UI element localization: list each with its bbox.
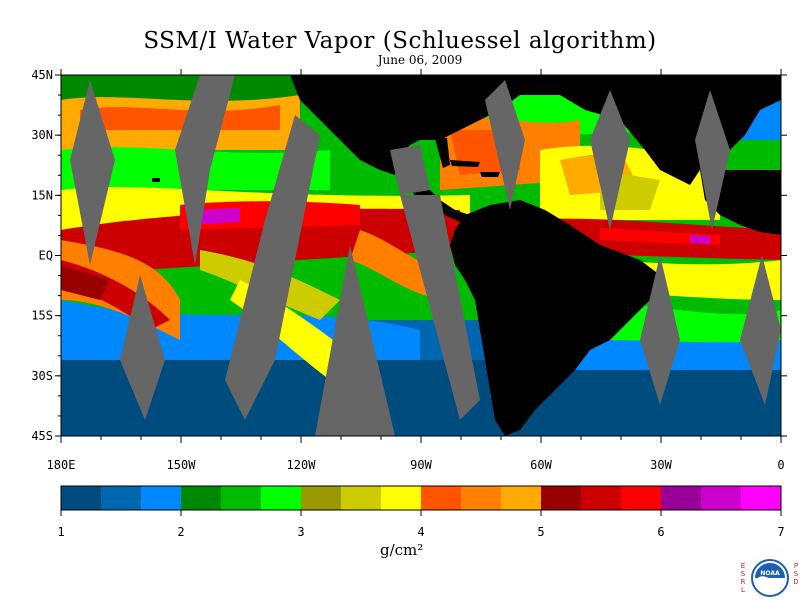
- esrl-letter: E: [740, 562, 746, 570]
- colorbar-label: 7: [777, 525, 784, 539]
- water-vapor-field: [61, 75, 781, 436]
- lat-label: 15S: [31, 309, 53, 323]
- colorbar-units: g/cm²: [380, 541, 424, 559]
- colorbar-swatch: [381, 486, 422, 510]
- map-date: June 06, 2009: [377, 53, 463, 67]
- lon-label: 60W: [530, 458, 552, 472]
- lon-label: 180E: [47, 458, 76, 472]
- lat-label: EQ: [39, 249, 53, 263]
- lat-label: 30N: [31, 128, 53, 142]
- colorbar-swatch: [621, 486, 662, 510]
- colorbar-swatch: [181, 486, 222, 510]
- colorbar-label: 1: [57, 525, 64, 539]
- esrl-letter: S: [740, 570, 746, 578]
- noaa-logo-icon: NOAA: [751, 559, 789, 597]
- colorbar-label: 3: [297, 525, 304, 539]
- colorbar-swatch: [741, 486, 782, 510]
- esrl-letter: L: [741, 586, 745, 594]
- colorbar-swatch: [581, 486, 622, 510]
- colorbar-swatch: [501, 486, 542, 510]
- colorbar: [60, 485, 782, 511]
- colorbar-swatch: [701, 486, 742, 510]
- colorbar-label: 2: [177, 525, 184, 539]
- lat-label: 15N: [31, 188, 53, 202]
- psd-letter: S: [793, 570, 799, 578]
- colorbar-swatch: [61, 486, 102, 510]
- missing-data-swaths: [70, 75, 781, 436]
- colorbar-swatch: [541, 486, 582, 510]
- colorbar-label: 5: [537, 525, 544, 539]
- colorbar-swatch: [301, 486, 342, 510]
- lon-label: 150W: [167, 458, 197, 472]
- noaa-emblem-text: NOAA: [760, 570, 780, 577]
- lon-label: 120W: [287, 458, 317, 472]
- lat-label: 30S: [31, 369, 53, 383]
- colorbar-swatch: [341, 486, 382, 510]
- lon-label: 0: [777, 458, 784, 472]
- colorbar-swatch: [221, 486, 262, 510]
- lat-label: 45N: [31, 68, 53, 82]
- lon-label: 90W: [410, 458, 432, 472]
- colorbar-swatch: [261, 486, 302, 510]
- colorbar-swatch: [461, 486, 502, 510]
- colorbar-swatch: [141, 486, 182, 510]
- colorbar-axis: 1 2 3 4 5 6 7: [57, 510, 785, 539]
- latitude-axis: 45N 30N 15N EQ 15S 30S 45S: [31, 68, 787, 443]
- lat-label: 45S: [31, 429, 53, 443]
- longitude-axis: 180E 150W 120W 90W 60W 30W 0: [47, 69, 785, 472]
- psd-letter: P: [793, 562, 799, 570]
- map-title: SSM/I Water Vapor (Schluessel algorithm): [143, 28, 657, 54]
- colorbar-swatch: [421, 486, 462, 510]
- lon-label: 30W: [650, 458, 672, 472]
- psd-letter: D: [793, 578, 799, 586]
- colorbar-swatch: [101, 486, 142, 510]
- colorbar-label: 6: [657, 525, 664, 539]
- colorbar-swatch: [661, 486, 702, 510]
- colorbar-label: 4: [417, 525, 424, 539]
- esrl-letter: R: [740, 578, 746, 586]
